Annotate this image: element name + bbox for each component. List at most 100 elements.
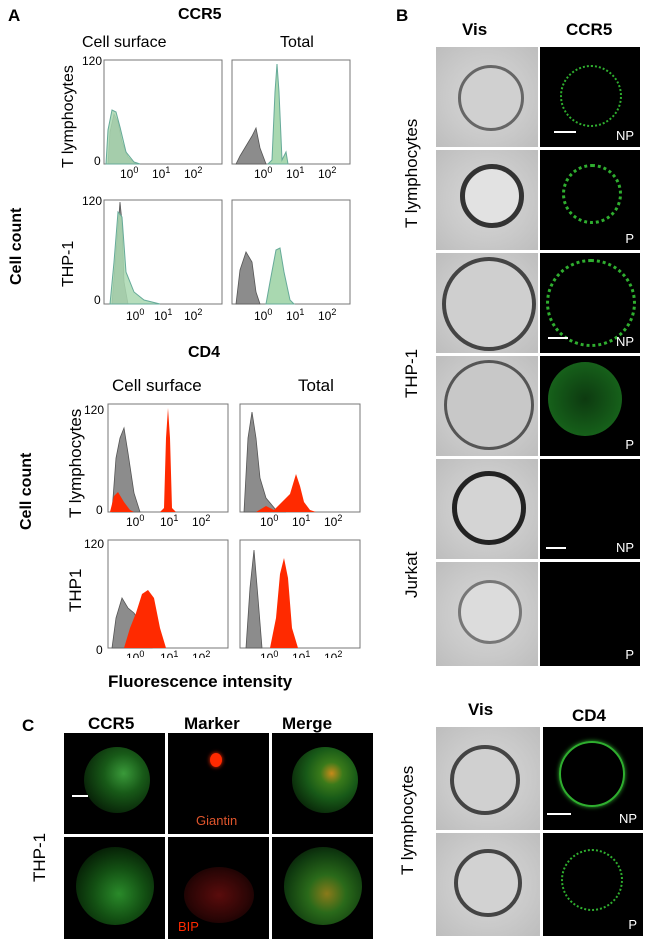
total-label: Total [298,376,334,395]
x-axis-label: Fluorescence intensity [108,672,293,691]
y-min-label: 0 [96,503,103,517]
x-tick: 100 [260,513,278,529]
panel-b-letter: B [396,6,409,25]
hist-cd4-t-surface [107,403,229,513]
y-max-label: 120 [82,194,102,208]
x-tick: 102 [184,307,202,323]
y-max-label: 120 [84,537,104,551]
ccr5-image: P [540,562,640,666]
ccr5-image [64,837,165,939]
p-label: P [625,647,634,662]
giantin-label: Giantin [196,813,238,828]
hist-thp1-total [231,199,351,305]
y-min-label: 0 [94,154,101,168]
cd4-image: P [543,833,643,936]
scale-bar [546,547,566,549]
x-tick: 102 [192,513,210,529]
x-tick: 100 [254,307,272,323]
scale-bar [72,795,88,797]
y-max-label: 120 [84,403,104,417]
x-tick: 100 [120,165,138,181]
ccr5-image: P [540,356,640,456]
x-tick: 102 [318,165,336,181]
total-label: Total [280,34,314,51]
cell-surface-label: Cell surface [112,376,202,395]
hist-cd4-t-total [239,403,361,513]
vis-image [436,356,538,456]
cd4-header: CD4 [572,706,607,725]
panel-c-letter: C [22,716,35,735]
vis-image [436,253,538,353]
cell-count-label: Cell count [18,452,35,530]
y-min-label: 0 [96,643,103,657]
ccr5-image: NP [540,253,640,353]
p-label: P [628,917,637,932]
ccr5-header: CCR5 [566,20,613,39]
hist-cd4-thp1-total [239,539,361,649]
cd4-histograms: 120 0 120 0 100 101 102 100 101 102 100 … [84,403,361,658]
p-label: P [625,231,634,246]
ccr5-histograms: 120 0 120 0 100 101 102 100 101 102 100 … [82,54,351,323]
x-tick: 102 [192,649,210,658]
np-label: NP [618,811,637,826]
vis-image [436,727,540,830]
hist-thp1-surface [103,199,223,305]
hist-cd4-thp1-surface [107,539,229,649]
x-tick: 102 [184,165,202,181]
ccr5-image: NP [540,47,640,147]
x-tick: 101 [160,649,178,658]
ccr5-image: NP [540,459,640,559]
merge-image [272,733,373,834]
np-label: NP [615,128,634,143]
cd4-image: NP [543,727,643,830]
marker-header: Marker [184,714,240,733]
p-label: P [625,437,634,452]
hist-t-surface [103,59,223,165]
merge-header: Merge [282,714,333,733]
cd4-title: CD4 [188,344,221,361]
ccr5-title: CCR5 [178,6,222,23]
ccr5-image [64,733,165,834]
x-tick: 102 [318,307,336,323]
np-label: NP [615,334,634,349]
y-min-label: 0 [94,293,101,307]
vis-image [436,833,540,936]
row-label-jurkat: Jurkat [402,551,421,598]
x-tick: 102 [324,513,342,529]
vis-image [436,150,538,250]
bip-label: BIP [178,919,199,934]
vis-header: Vis [468,700,494,719]
x-tick: 100 [260,649,278,658]
vis-image [436,47,538,147]
row-label-t-lymphocytes: T lymphocytes [398,765,417,875]
ccr5-image: P [540,150,640,250]
vis-header: Vis [462,20,488,39]
x-tick: 102 [324,649,342,658]
row-label-thp1: THP-1 [402,348,421,398]
x-tick: 100 [126,307,144,323]
hist-t-total [231,59,351,165]
x-tick: 101 [154,307,172,323]
bip-image: BIP [168,837,269,939]
panel-a-letter: A [8,6,21,25]
scale-bar [554,131,576,133]
x-tick: 101 [286,165,304,181]
scale-bar [548,337,568,339]
x-tick: 101 [292,513,310,529]
scale-bar [547,813,571,815]
x-tick: 100 [254,165,272,181]
x-tick: 101 [152,165,170,181]
vis-image [436,459,538,559]
row-label-thp1: THP-1 [30,832,49,882]
x-tick: 101 [292,649,310,658]
ccr5-header: CCR5 [88,714,135,733]
x-tick: 101 [160,513,178,529]
x-tick: 100 [126,513,144,529]
x-tick: 101 [286,307,304,323]
giantin-image: Giantin [168,733,269,834]
cell-count-label: Cell count [8,207,25,285]
row-label-t-lymphocytes: T lymphocytes [402,118,421,228]
vis-image [436,562,538,666]
np-label: NP [615,540,634,555]
x-tick: 100 [126,649,144,658]
